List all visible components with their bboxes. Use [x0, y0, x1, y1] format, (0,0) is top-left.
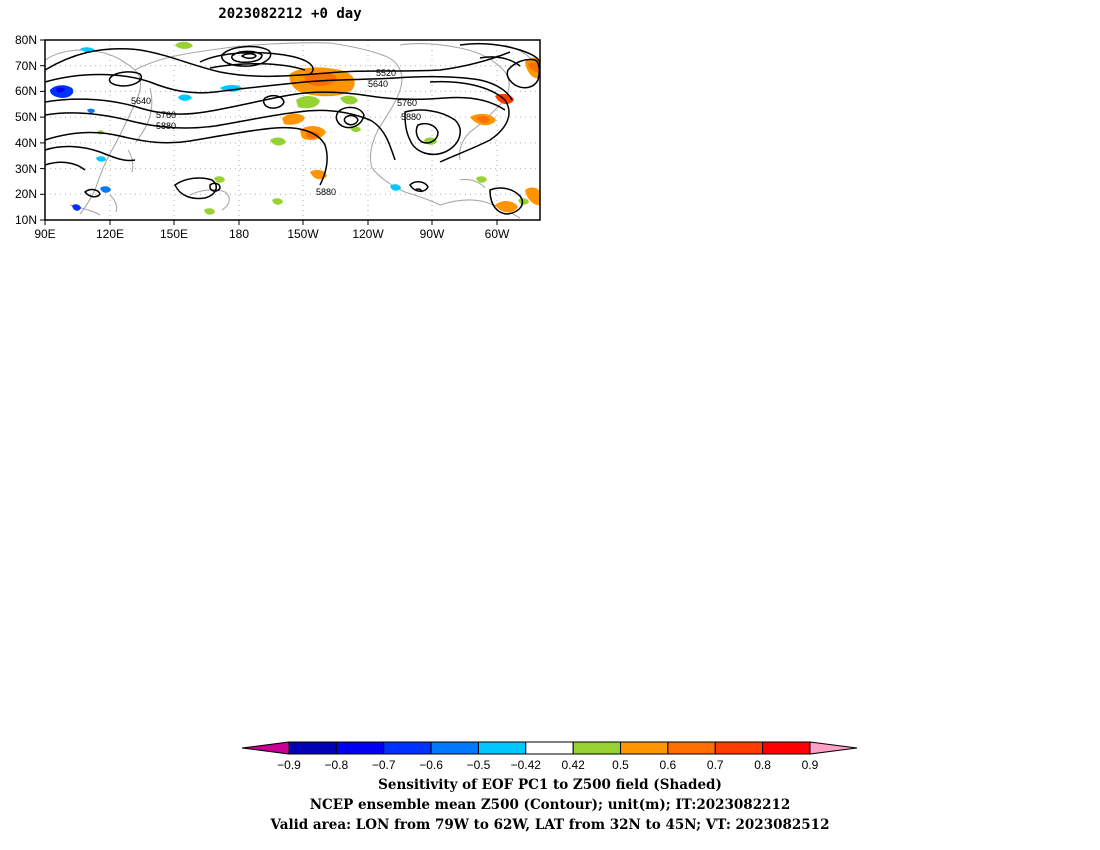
colorbar: −0.9 −0.8 −0.7 −0.6 −0.5 −0.42 0.42 0.5 0.6 0.7 0.…	[241, 741, 858, 772]
colorbar-segment	[762, 741, 811, 755]
lat-label: 80N	[15, 33, 37, 47]
colorbar-tick-label: 0.42	[561, 758, 585, 772]
lat-label: 10N	[15, 213, 37, 227]
colorbar-tick-label: 0.7	[707, 758, 724, 772]
axis-ticks	[40, 39, 498, 225]
colorbar-tick-label: 0.9	[802, 758, 819, 772]
lon-label: 150W	[287, 227, 319, 241]
caption-valid-area: Valid area: LON from 79W to 62W, LAT fro…	[270, 817, 830, 833]
colorbar-tick-label: −0.42	[511, 758, 542, 772]
caption-sensitivity: Sensitivity of EOF PC1 to Z500 field (Sh…	[378, 777, 722, 793]
lat-label: 70N	[15, 59, 37, 73]
map-frame	[44, 39, 541, 221]
lon-label: 90W	[420, 227, 445, 241]
colorbar-segment	[430, 741, 479, 755]
contour-label: 5760	[397, 98, 417, 108]
lat-label: 40N	[15, 136, 37, 150]
contour-label: 5640	[131, 96, 151, 106]
colorbar-segment	[383, 741, 432, 755]
lon-label: 120W	[352, 227, 384, 241]
colorbar-segment	[477, 741, 527, 755]
colorbar-segment	[714, 741, 764, 755]
colorbar-segments	[288, 741, 811, 755]
contour-label: 5640	[368, 79, 388, 89]
lon-axis: 90E 120E 150E 180 150W 120W 90W 60W	[34, 227, 510, 241]
colorbar-high-extension	[809, 741, 858, 755]
colorbar-tick-labels: −0.9 −0.8 −0.7 −0.6 −0.5 −0.42 0.42 0.5 0.6 0.7 0.…	[277, 758, 818, 772]
contour-labels: 5520 5640 5640 5760 5760 5880 5880 5880	[131, 68, 421, 197]
lon-label: 90E	[34, 227, 55, 241]
contour-label: 5880	[401, 112, 421, 122]
map-title: 2023082212 +0 day	[218, 6, 362, 22]
colorbar-tick-label: 0.5	[612, 758, 629, 772]
contour-label: 5880	[316, 187, 336, 197]
coastlines	[44, 42, 541, 219]
colorbar-segment	[620, 741, 669, 755]
z500-contours	[44, 42, 541, 215]
contour-label: 5880	[156, 121, 176, 131]
colorbar-tick-label: −0.5	[467, 758, 491, 772]
lat-label: 50N	[15, 110, 37, 124]
lon-label: 150E	[160, 227, 188, 241]
colorbar-tick-label: −0.8	[325, 758, 349, 772]
lon-label: 60W	[485, 227, 510, 241]
colorbar-segment	[667, 741, 716, 755]
lat-label: 20N	[15, 187, 37, 201]
lon-label: 120E	[96, 227, 124, 241]
colorbar-segment	[335, 741, 385, 755]
colorbar-tick-label: −0.9	[277, 758, 301, 772]
colorbar-segment	[288, 741, 337, 755]
contour-label: 5520	[376, 68, 396, 78]
colorbar-tick-label: 0.6	[660, 758, 677, 772]
lat-label: 30N	[15, 162, 37, 176]
caption-contour: NCEP ensemble mean Z500 (Contour); unit(…	[309, 797, 791, 813]
map-panel: 5520 5640 5640 5760 5760 5880 5880 5880 …	[15, 33, 541, 241]
lon-label: 180	[229, 227, 249, 241]
colorbar-segment	[525, 741, 574, 755]
colorbar-low-extension	[241, 741, 290, 755]
colorbar-tick-label: −0.6	[419, 758, 443, 772]
colorbar-tick-label: 0.8	[754, 758, 771, 772]
colorbar-segment	[572, 741, 622, 755]
sensitivity-shading	[50, 41, 540, 215]
lat-label: 60N	[15, 84, 37, 98]
lat-axis: 80N 70N 60N 50N 40N 30N 20N 10N	[15, 33, 37, 227]
contour-label: 5760	[156, 110, 176, 120]
colorbar-tick-label: −0.7	[372, 758, 396, 772]
